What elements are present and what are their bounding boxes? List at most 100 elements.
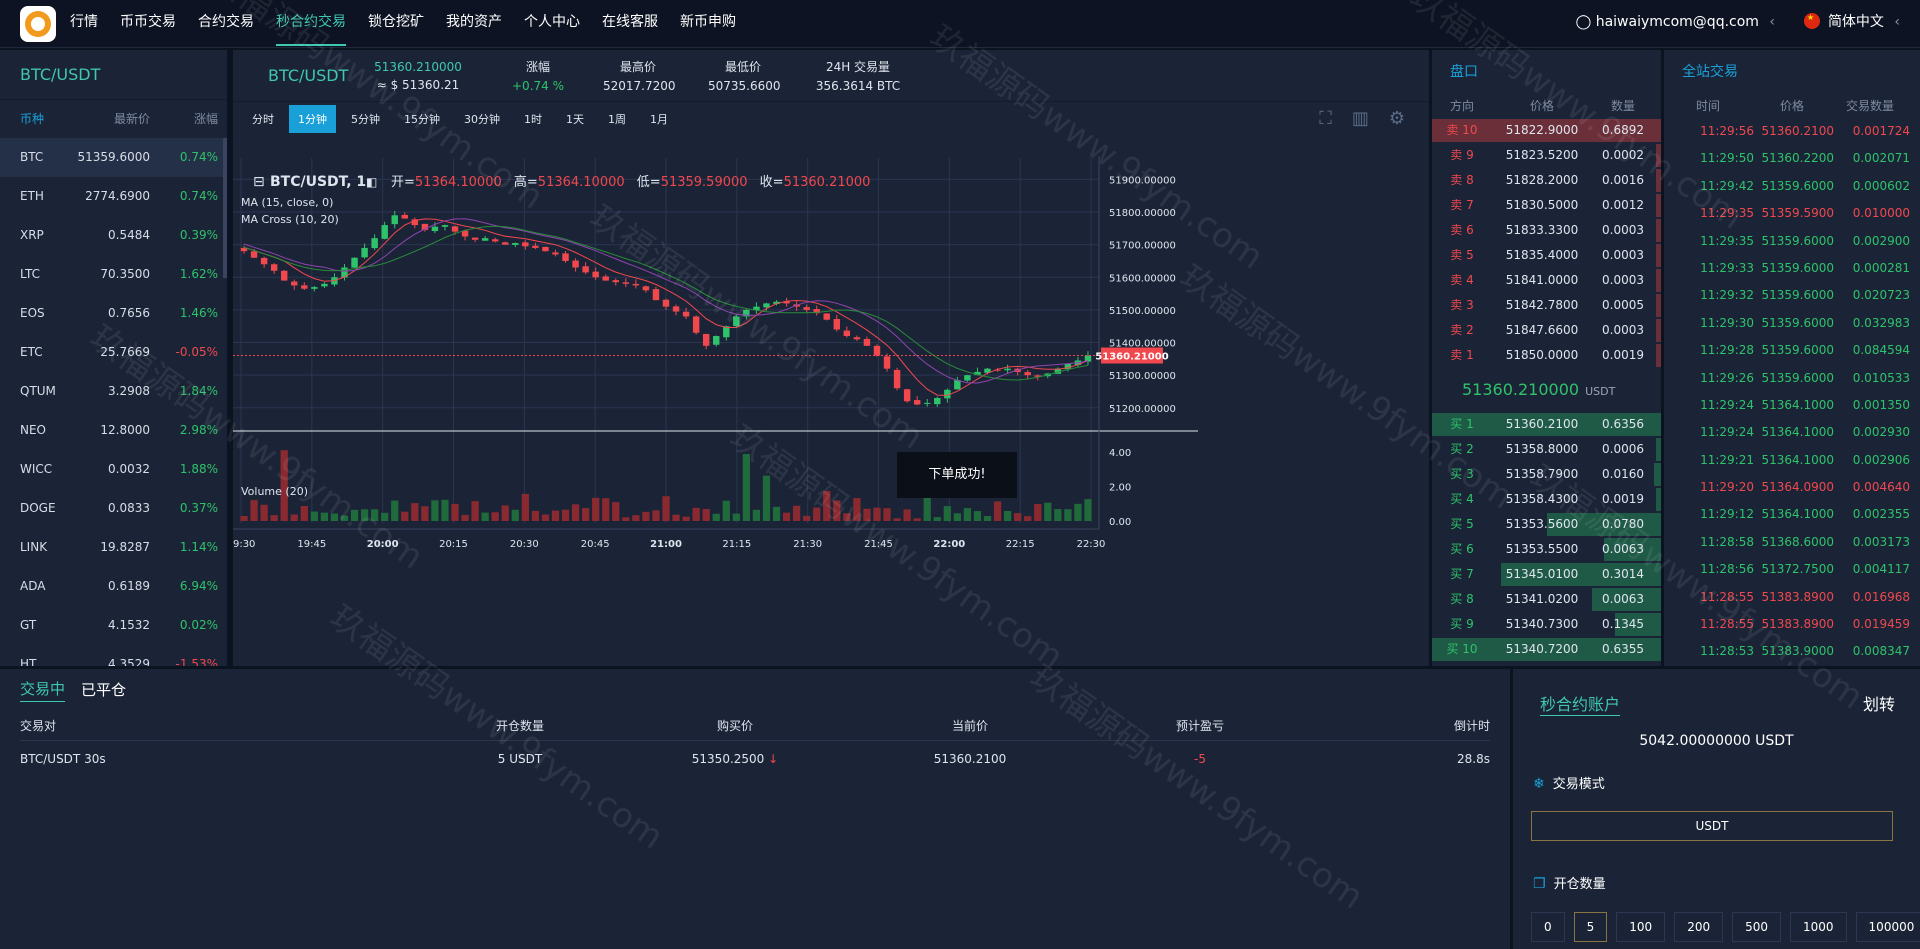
ask-row[interactable]: 卖 3 51842.7800 0.0005 <box>1432 293 1661 318</box>
interval-tab[interactable]: 分时 <box>252 113 274 126</box>
volume-bar <box>692 507 700 521</box>
legend-collapse-icon[interactable]: ⊟ <box>253 174 265 190</box>
site-logo[interactable] <box>20 6 56 42</box>
qty-option-button[interactable]: 1000 <box>1790 912 1847 942</box>
qty-option-button[interactable]: 200 <box>1674 912 1724 942</box>
nav-item-spot[interactable]: 币币交易 <box>120 14 176 30</box>
interval-tab[interactable]: 1天 <box>566 113 584 126</box>
chart-type-icon[interactable]: ▥ <box>1351 108 1369 129</box>
interval-tab[interactable]: 5分钟 <box>351 113 380 126</box>
legend-symbol: BTC/USDT, 1 <box>270 174 366 190</box>
legend-settings-icon[interactable]: ◧ <box>366 175 377 189</box>
qty-option-button[interactable]: 5 <box>1573 912 1608 942</box>
bid-row[interactable]: 买 7 51345.0100 0.3014 <box>1432 562 1661 587</box>
ask-row[interactable]: 卖 9 51823.5200 0.0002 <box>1432 143 1661 168</box>
user-menu[interactable]: ◯ haiwaiymcom@qq.com ‹ <box>1576 0 1775 46</box>
tab-closed[interactable]: 已平仓 <box>81 680 127 699</box>
language-select[interactable]: 简体中文 ‹ <box>1803 0 1900 46</box>
market-row[interactable]: BTC 51359.6000 0.74% <box>0 138 227 177</box>
candle-body <box>622 282 630 284</box>
trade-qty: 0.032983 <box>1852 315 1910 330</box>
trade-time: 11:29:26 <box>1700 370 1754 385</box>
ask-row[interactable]: 卖 2 51847.6600 0.0003 <box>1432 318 1661 343</box>
transfer-button[interactable]: 划转 <box>1862 695 1895 714</box>
tab-trading[interactable]: 交易中 <box>20 678 66 702</box>
ask-row[interactable]: 卖 10 51822.9000 0.6892 <box>1432 118 1661 143</box>
market-row[interactable]: HT 4.3529 -1.53% <box>0 645 227 666</box>
ask-row[interactable]: 卖 6 51833.3300 0.0003 <box>1432 218 1661 243</box>
qty-option-button[interactable]: 100000 <box>1855 912 1920 942</box>
qty-option-button[interactable]: 100 <box>1616 912 1666 942</box>
candle-body <box>924 402 931 404</box>
interval-tab[interactable]: 1分钟 <box>289 105 336 133</box>
market-row[interactable]: GT 4.1532 0.02% <box>0 606 227 645</box>
orderbook-header: 方向 价格 数量 <box>1432 94 1661 118</box>
ask-row[interactable]: 卖 4 51841.0000 0.0003 <box>1432 268 1661 293</box>
bid-row[interactable]: 买 8 51341.0200 0.0063 <box>1432 587 1661 612</box>
interval-tab[interactable]: 15分钟 <box>404 113 440 126</box>
gear-icon[interactable]: ⚙ <box>1388 108 1405 129</box>
orders-header-qty: 开仓数量 <box>495 719 544 733</box>
interval-tab[interactable]: 30分钟 <box>464 113 500 126</box>
bid-row[interactable]: 买 2 51358.8000 0.0006 <box>1432 437 1661 462</box>
ask-row[interactable]: 卖 5 51835.4000 0.0003 <box>1432 243 1661 268</box>
bid-row[interactable]: 买 3 51358.7900 0.0160 <box>1432 462 1661 487</box>
bid-row[interactable]: 买 10 51340.7200 0.6355 <box>1432 637 1661 662</box>
main-nav: 行情 币币交易 合约交易 秒合约交易 锁仓挖矿 我的资产 个人中心 在线客服 新… <box>70 0 758 48</box>
nav-item-second-contract[interactable]: 秒合约交易 <box>276 0 346 46</box>
market-row[interactable]: XRP 0.5484 0.39% <box>0 216 227 255</box>
market-row[interactable]: ADA 0.6189 6.94% <box>0 567 227 606</box>
candle-body <box>391 215 398 225</box>
bid-row[interactable]: 买 4 51358.4300 0.0019 <box>1432 487 1661 512</box>
market-row[interactable]: LTC 70.3500 1.62% <box>0 255 227 294</box>
candle-body <box>753 306 760 311</box>
market-row[interactable]: EOS 0.7656 1.46% <box>0 294 227 333</box>
legend-low-label: 低= <box>637 175 661 190</box>
interval-tab[interactable]: 1周 <box>608 113 626 126</box>
bid-row[interactable]: 买 6 51353.5500 0.0063 <box>1432 537 1661 562</box>
market-scrollbar[interactable] <box>223 138 227 278</box>
market-row[interactable]: NEO 12.8000 2.98% <box>0 411 227 450</box>
qty-option-button[interactable]: 500 <box>1732 912 1781 942</box>
bid-row[interactable]: 买 5 51353.5600 0.0780 <box>1432 512 1661 537</box>
ob-qty: 0.6356 <box>1602 417 1644 431</box>
market-row[interactable]: WICC 0.0032 1.88% <box>0 450 227 489</box>
nav-item-new-coin[interactable]: 新币申购 <box>680 14 736 30</box>
trade-time: 11:29:56 <box>1700 124 1754 138</box>
market-row[interactable]: ETH 2774.6900 0.74% <box>0 177 227 216</box>
market-row[interactable]: DOGE 0.0833 0.37% <box>0 489 227 528</box>
market-row[interactable]: QTUM 3.2908 1.84% <box>0 372 227 411</box>
nav-item-market[interactable]: 行情 <box>70 14 98 30</box>
nav-item-my-assets[interactable]: 我的资产 <box>446 14 502 30</box>
qty-option-button[interactable]: 0 <box>1531 912 1565 942</box>
account-title[interactable]: 秒合约账户 <box>1540 691 1621 716</box>
ask-row[interactable]: 卖 7 51830.5000 0.0012 <box>1432 193 1661 218</box>
kline-chart[interactable]: 51900.00000 51800.00000 51700.00000 51600.0… <box>227 146 1429 666</box>
interval-tab[interactable]: 1时 <box>524 113 542 126</box>
trade-mode-select[interactable]: USDT <box>1531 811 1893 841</box>
nav-item-personal-center[interactable]: 个人中心 <box>524 14 580 30</box>
volume-bar <box>893 518 901 521</box>
ask-row[interactable]: 卖 8 51828.2000 0.0016 <box>1432 168 1661 193</box>
order-row[interactable]: BTC/USDT 30s 5 USDT 51350.2500 ↓ 51360.2… <box>20 741 1490 777</box>
candle-body <box>733 316 740 327</box>
kline-svg[interactable]: 51900.00000 51800.00000 51700.00000 51600.0… <box>227 146 1429 666</box>
volume-bar <box>963 508 972 521</box>
ask-row[interactable]: 卖 1 51850.0000 0.0019 <box>1432 343 1661 368</box>
bid-row[interactable]: 买 1 51360.2100 0.6356 <box>1432 412 1661 437</box>
bid-row[interactable]: 买 9 51340.7300 0.1345 <box>1432 612 1661 637</box>
volume-bar <box>943 506 951 521</box>
candle-body <box>903 389 911 402</box>
ob-qty: 0.0003 <box>1602 248 1644 262</box>
ob-qty: 0.0005 <box>1602 298 1644 312</box>
candle-body <box>481 238 489 241</box>
nav-item-online-support[interactable]: 在线客服 <box>602 14 658 30</box>
market-row[interactable]: ETC 25.7669 -0.05% <box>0 333 227 372</box>
trade-price: 51359.6000 <box>1761 178 1834 193</box>
nav-item-lock-mining[interactable]: 锁仓挖矿 <box>368 14 424 30</box>
trade-rows: 11:29:56 51360.2100 0.001724 11:29:50 51360.… <box>1664 118 1920 666</box>
interval-tab[interactable]: 1月 <box>650 113 668 126</box>
fullscreen-icon[interactable]: ⛶ <box>1319 108 1332 129</box>
market-row[interactable]: LINK 19.8287 1.14% <box>0 528 227 567</box>
nav-item-contract[interactable]: 合约交易 <box>198 14 254 30</box>
